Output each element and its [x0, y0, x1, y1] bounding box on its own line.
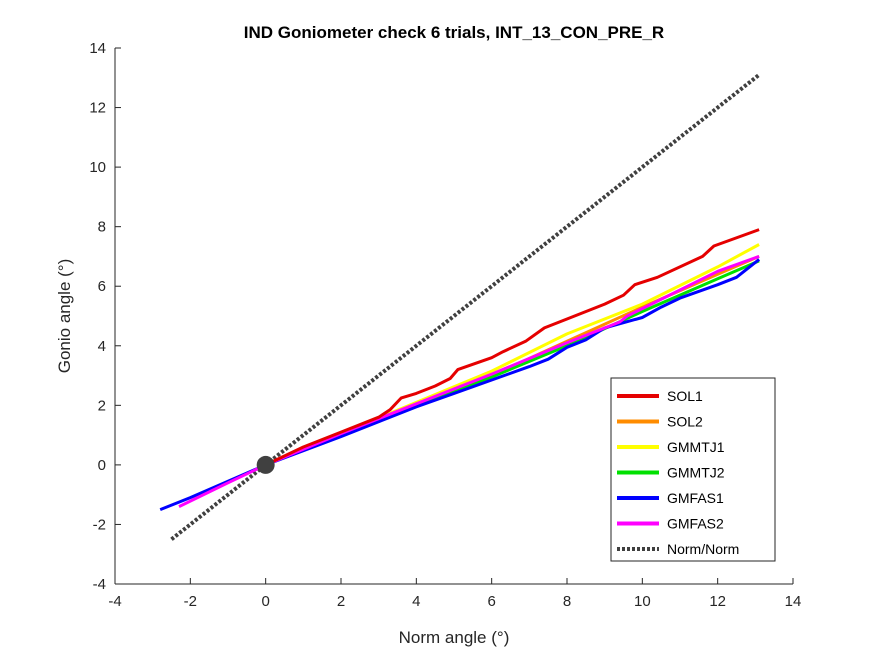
chart-title: IND Goniometer check 6 trials, INT_13_CO…: [244, 23, 664, 42]
legend-label: Norm/Norm: [667, 541, 739, 557]
x-tick-label: 4: [412, 593, 420, 610]
origin-marker: [256, 455, 275, 474]
x-tick-label: -2: [184, 593, 197, 610]
legend-label: GMFAS2: [667, 516, 724, 532]
x-tick-label: 2: [337, 593, 345, 610]
legend-label: SOL1: [667, 388, 703, 404]
x-tick-label: 8: [563, 593, 571, 610]
y-tick-label: 12: [89, 100, 106, 117]
y-tick-label: -4: [93, 576, 106, 593]
y-tick-label: 6: [98, 278, 106, 295]
legend-label: GMFAS1: [667, 490, 724, 506]
y-tick-label: 4: [98, 338, 106, 355]
x-tick-label: 6: [487, 593, 495, 610]
series-line-sol1: [265, 228, 760, 467]
legend-box: [610, 377, 776, 562]
legend-items: SOL1 SOL2 GMMTJ1 GMMTJ2 GMFAS1 GMFAS2 Norm/Nor…: [617, 388, 739, 557]
y-tick-label: 2: [98, 397, 106, 414]
legend-label: SOL2: [667, 414, 703, 430]
y-tick-label: -2: [93, 516, 106, 533]
y-tick-label: 10: [89, 159, 106, 176]
x-tick-label: 12: [709, 593, 726, 610]
y-axis-label: Gonio angle (°): [55, 259, 74, 374]
legend: SOL1 SOL2 GMMTJ1 GMMTJ2 GMFAS1 GMFAS2 Norm/Nor…: [610, 377, 776, 562]
x-tick-label: -4: [108, 593, 121, 610]
marker-layer: [256, 455, 275, 474]
x-tick-label: 10: [634, 593, 651, 610]
x-tick-label: 0: [261, 593, 269, 610]
x-tick-label: 14: [785, 593, 802, 610]
legend-label: GMMTJ1: [667, 439, 725, 455]
x-axis-label: Norm angle (°): [399, 628, 510, 647]
tick-layer: -4 -2 0 2 4 6 8 10 12 14 -4 -2 0 2 4 6 8 10 12 14: [89, 40, 801, 610]
legend-label: GMMTJ2: [667, 465, 725, 481]
y-tick-label: 8: [98, 219, 106, 236]
y-tick-label: 14: [89, 40, 106, 57]
y-tick-label: 0: [98, 457, 106, 474]
